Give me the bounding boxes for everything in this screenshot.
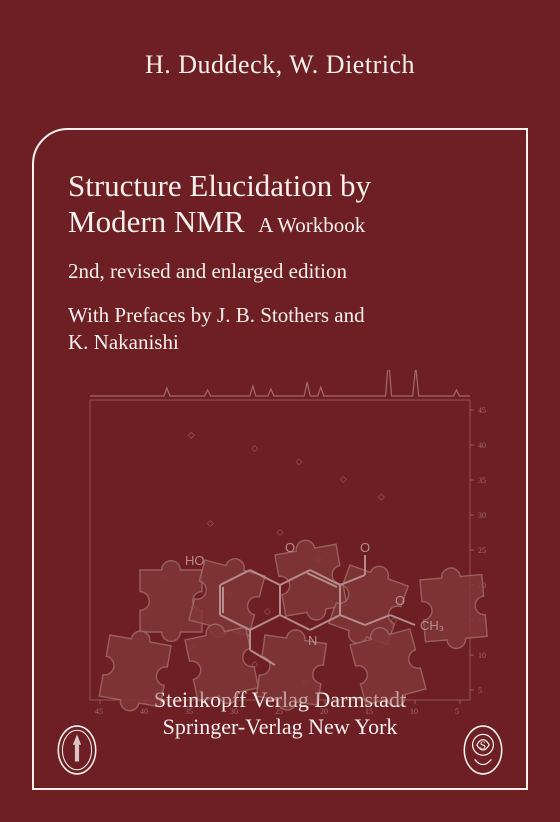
edition: 2nd, revised and enlarged edition xyxy=(68,259,500,284)
title-line2: Modern NMR xyxy=(68,204,245,239)
authors: H. Duddeck, W. Dietrich xyxy=(0,0,560,80)
subtitle: A Workbook xyxy=(258,213,365,237)
svg-text:O: O xyxy=(285,540,295,555)
svg-text:S: S xyxy=(480,740,486,752)
prefaces-line2: K. Nakanishi xyxy=(68,330,179,354)
svg-text:35: 35 xyxy=(185,707,193,716)
svg-text:35: 35 xyxy=(478,476,486,485)
svg-text:10: 10 xyxy=(478,651,486,660)
svg-text:5: 5 xyxy=(455,707,459,716)
svg-text:5: 5 xyxy=(478,686,482,695)
svg-text:N: N xyxy=(308,633,317,648)
prefaces-line1: With Prefaces by J. B. Stothers and xyxy=(68,303,365,327)
svg-text:O: O xyxy=(395,593,405,608)
svg-text:HO: HO xyxy=(185,553,205,568)
svg-text:25: 25 xyxy=(478,546,486,555)
svg-text:20: 20 xyxy=(320,707,328,716)
svg-text:10: 10 xyxy=(410,707,418,716)
svg-text:45: 45 xyxy=(95,707,103,716)
svg-text:30: 30 xyxy=(230,707,238,716)
cover-art: 4540353025201510545403530252015105HOOOON… xyxy=(50,370,510,720)
steinkopff-logo-icon xyxy=(56,724,98,776)
svg-text:40: 40 xyxy=(478,441,486,450)
title-line1: Structure Elucidation by xyxy=(68,168,371,203)
svg-text:45: 45 xyxy=(478,406,486,415)
prefaces: With Prefaces by J. B. Stothers and K. N… xyxy=(68,302,500,355)
svg-text:40: 40 xyxy=(140,707,148,716)
text-block: Structure Elucidation by Modern NMR A Wo… xyxy=(34,130,526,355)
svg-text:15: 15 xyxy=(365,707,373,716)
springer-logo-icon: S xyxy=(462,724,504,776)
title: Structure Elucidation by Modern NMR A Wo… xyxy=(68,168,500,239)
svg-text:O: O xyxy=(360,540,370,555)
svg-text:30: 30 xyxy=(478,511,486,520)
svg-text:CH₃: CH₃ xyxy=(420,618,444,633)
